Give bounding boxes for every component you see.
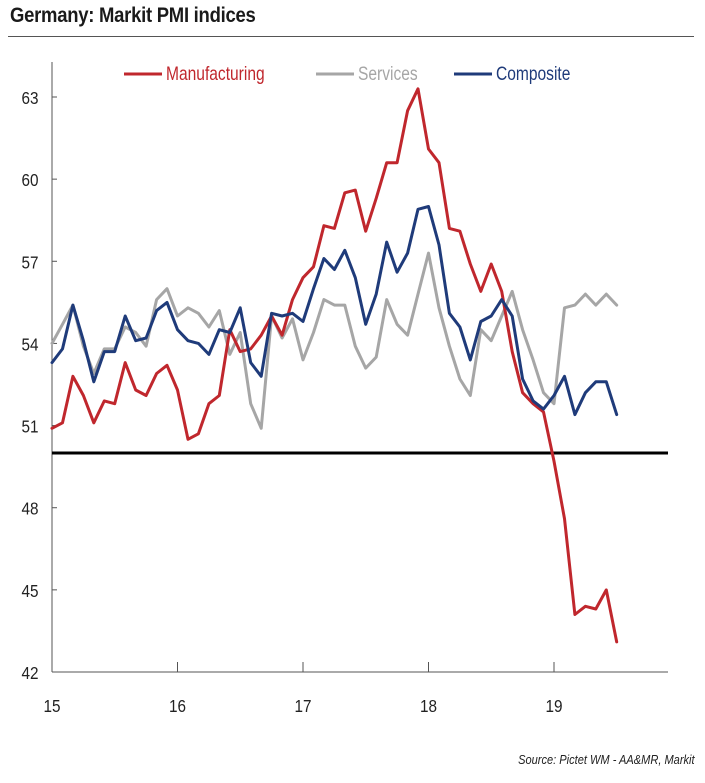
axes: 42 45 48 51 54 57 60 63 15 16 17 18 19 (21, 62, 668, 716)
legend-label-services: Services (358, 63, 418, 85)
x-tick-label: 15 (43, 696, 60, 716)
source-note: Source: Pictet WM - AA&MR, Markit (518, 752, 695, 767)
legend-label-composite: Composite (496, 63, 570, 85)
series-line-composite (50, 205, 619, 417)
y-tick-label: 48 (21, 499, 38, 519)
legend-label-manufacturing: Manufacturing (166, 63, 265, 85)
legend: Manufacturing Services Composite (124, 63, 570, 85)
series-lines (50, 87, 619, 644)
series-line-manufacturing (50, 87, 619, 644)
y-tick-label: 45 (21, 581, 38, 601)
y-tick-label: 57 (21, 252, 38, 272)
title-divider (8, 36, 694, 37)
x-tick-label: 16 (169, 696, 186, 716)
x-tick-label: 17 (294, 696, 311, 716)
chart-title: Germany: Markit PMI indices (10, 4, 256, 27)
series-line-services (50, 251, 619, 430)
y-tick-label: 60 (21, 170, 38, 190)
y-tick-label: 42 (21, 663, 38, 683)
x-tick-label: 18 (420, 696, 437, 716)
x-tick-label: 19 (545, 696, 562, 716)
y-tick-label: 51 (21, 416, 38, 436)
y-tick-label: 63 (21, 88, 38, 108)
y-tick-label: 54 (21, 334, 38, 354)
